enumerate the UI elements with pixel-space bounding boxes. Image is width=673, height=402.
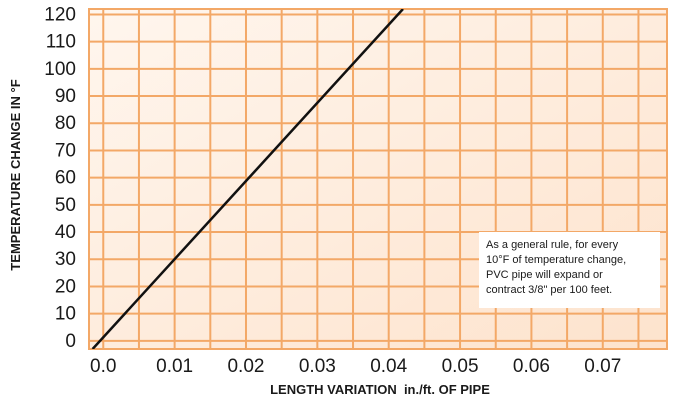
annotation-line-3: PVC pipe will expand or [486,269,603,281]
annotation-line-4: contract 3/8" per 100 feet. [486,284,612,296]
series-line [91,9,404,349]
series-layer [91,9,404,349]
annotation-line-1: As a general rule, for every [486,239,619,251]
annotation-line-2: 10°F of temperature change, [486,254,626,266]
y-tick-label: 120 [44,4,76,25]
x-tick-label: 0.07 [584,356,621,377]
y-tick-labels: 0 10 20 30 40 50 60 70 80 90 100 110 120 [44,4,76,351]
y-tick-label: 80 [55,113,76,134]
x-tick-label: 0.04 [370,356,407,377]
x-tick-label: 0.06 [513,356,550,377]
y-tick-label: 20 [55,276,76,297]
y-tick-label: 100 [44,59,76,80]
y-tick-label: 60 [55,168,76,189]
y-tick-label: 10 [55,304,76,325]
annotation-box: As a general rule, for every 10°F of tem… [479,232,660,308]
y-tick-label: 110 [46,32,76,53]
x-tick-labels: 0.0 0.01 0.02 0.03 0.04 0.05 0.06 0.07 [90,356,621,377]
y-tick-label: 30 [55,249,76,270]
x-axis-title: LENGTH VARIATION in./ft. OF PIPE [270,382,490,397]
y-tick-label: 90 [55,86,76,107]
x-tick-label: 0.03 [299,356,336,377]
y-tick-label: 40 [55,222,76,243]
annotation-background [479,232,660,308]
y-axis-title: TEMPERATURE CHANGE IN °F [8,79,23,270]
plot-border [88,8,668,350]
x-tick-label: 0.02 [227,356,264,377]
grid [88,8,668,350]
y-tick-label: 50 [55,195,76,216]
x-tick-label: 0.0 [90,356,116,377]
y-tick-label: 0 [65,331,76,352]
x-tick-label: 0.01 [156,356,193,377]
y-tick-label: 70 [55,140,76,161]
x-tick-label: 0.05 [442,356,479,377]
